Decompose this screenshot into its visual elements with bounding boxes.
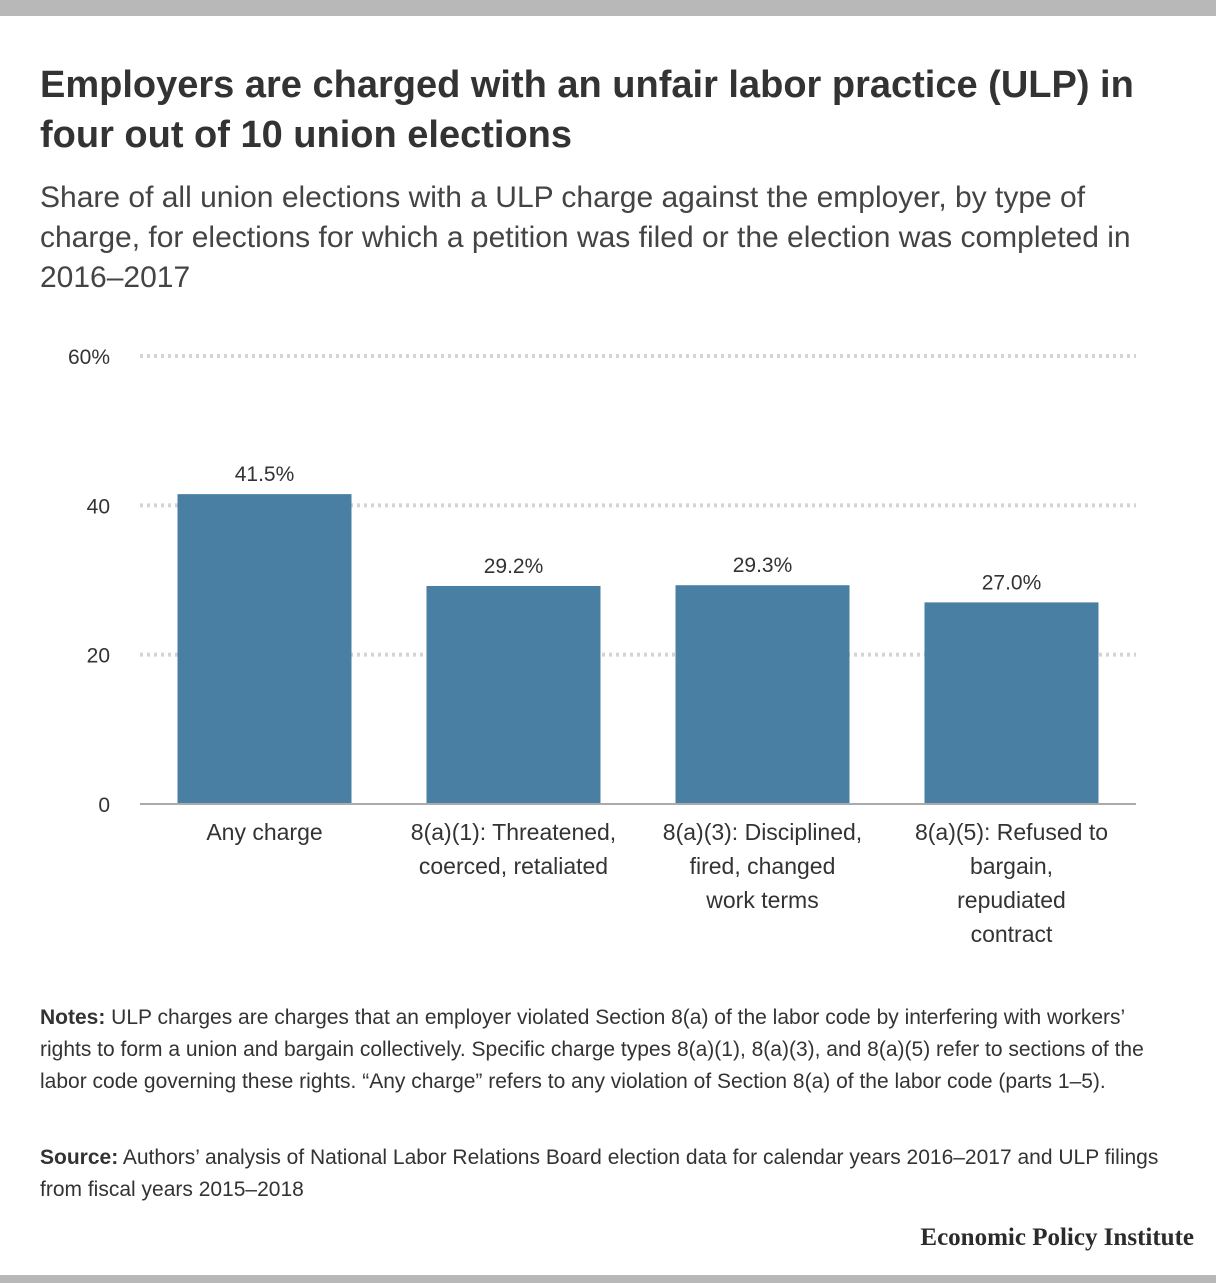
chart-title: Employers are charged with an unfair lab… bbox=[40, 64, 1134, 156]
data-label: 29.2% bbox=[484, 555, 544, 578]
x-tick-label: 8(a)(5): Refused to bargain, repudiated con… bbox=[915, 819, 1108, 947]
source-text: Authors’ analysis of National Labor Rela… bbox=[40, 1146, 1159, 1201]
bar bbox=[924, 602, 1099, 804]
data-label: 29.3% bbox=[733, 554, 793, 577]
x-tick-label: 8(a)(3): Disciplined, fired, changed work … bbox=[663, 819, 862, 913]
x-tick-label: Any charge bbox=[206, 819, 322, 845]
bar bbox=[675, 585, 850, 804]
data-label: 27.0% bbox=[982, 571, 1042, 594]
data-label: 41.5% bbox=[235, 463, 295, 486]
y-tick-label: 60% bbox=[68, 346, 110, 369]
y-tick-label: 0 bbox=[98, 794, 110, 817]
y-tick-label: 20 bbox=[87, 645, 110, 668]
chart-subtitle: Share of all union elections with a ULP … bbox=[40, 181, 1131, 294]
notes: Notes: ULP charges are charges that an e… bbox=[40, 1002, 1180, 1098]
y-tick-label: 40 bbox=[87, 495, 110, 518]
source: Source: Authors’ analysis of National La… bbox=[40, 1142, 1180, 1206]
x-tick-label: 8(a)(1): Threatened, coerced, retaliated bbox=[411, 819, 616, 879]
source-label: Source: bbox=[40, 1146, 119, 1169]
bar bbox=[426, 585, 601, 804]
notes-text: ULP charges are charges that an employer… bbox=[40, 1006, 1144, 1093]
bottom-border bbox=[0, 1275, 1216, 1283]
bar bbox=[177, 494, 352, 804]
brand-logo-text: Economic Policy Institute bbox=[920, 1224, 1194, 1251]
top-border bbox=[0, 0, 1216, 16]
notes-label: Notes: bbox=[40, 1006, 106, 1029]
bar-chart: 0 20 40 60% 41.5% Any charge 29.2% 8(a)(1): Thr… bbox=[68, 346, 1136, 947]
